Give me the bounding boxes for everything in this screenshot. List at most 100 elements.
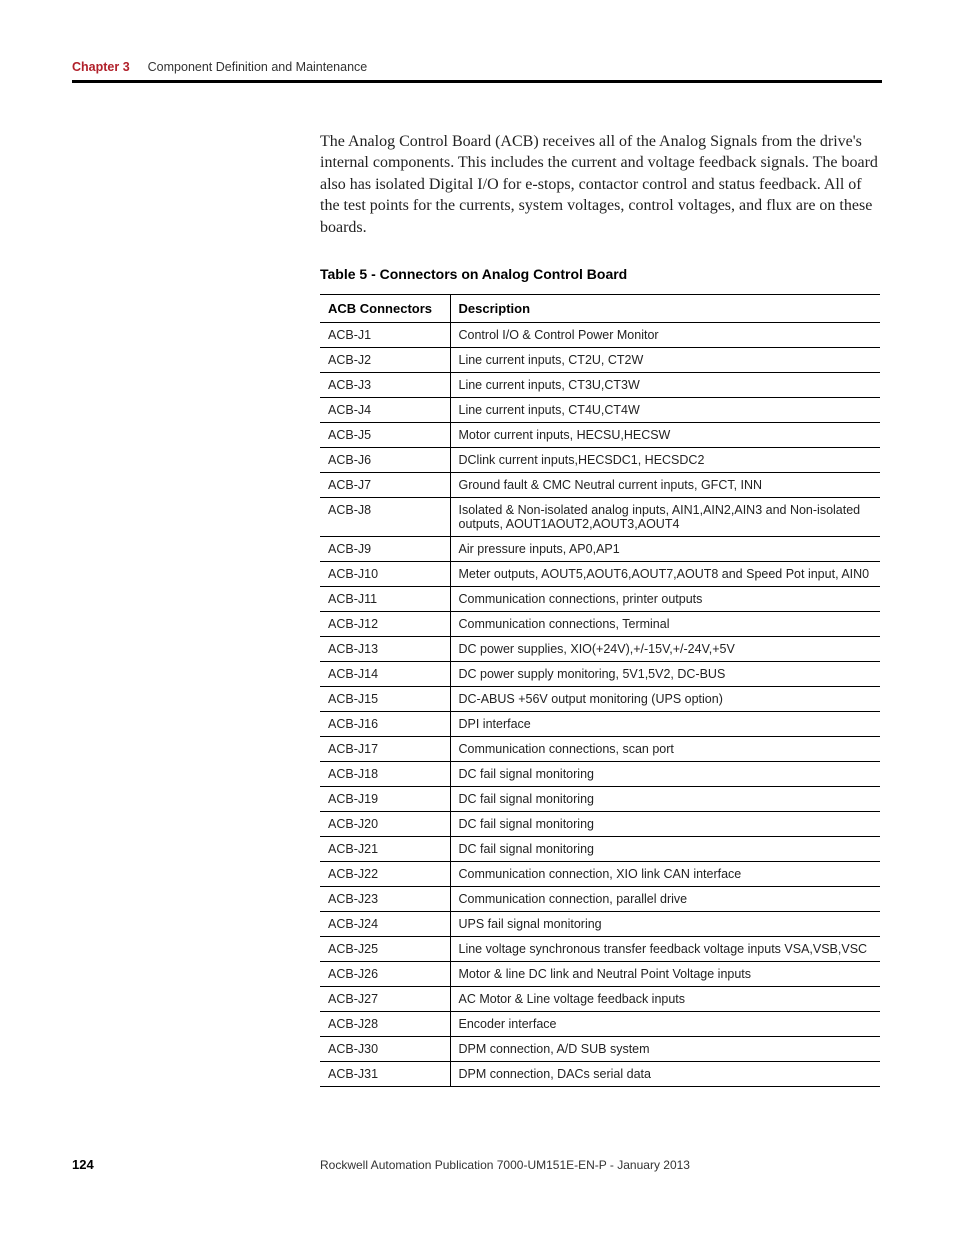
table-row: ACB-J12Communication connections, Termin… — [320, 612, 880, 637]
table-row: ACB-J9Air pressure inputs, AP0,AP1 — [320, 537, 880, 562]
table-row: ACB-J4Line current inputs, CT4U,CT4W — [320, 398, 880, 423]
table-cell: ACB-J31 — [320, 1062, 450, 1087]
table-row: ACB-J22Communication connection, XIO lin… — [320, 862, 880, 887]
chapter-title: Component Definition and Maintenance — [148, 60, 368, 74]
table-row: ACB-J30DPM connection, A/D SUB system — [320, 1037, 880, 1062]
table-cell: ACB-J19 — [320, 787, 450, 812]
table-cell: Isolated & Non-isolated analog inputs, A… — [450, 498, 880, 537]
table-row: ACB-J2Line current inputs, CT2U, CT2W — [320, 348, 880, 373]
table-cell: ACB-J17 — [320, 737, 450, 762]
table-cell: DC power supply monitoring, 5V1,5V2, DC-… — [450, 662, 880, 687]
table-cell: ACB-J9 — [320, 537, 450, 562]
table-cell: ACB-J3 — [320, 373, 450, 398]
table-cell: ACB-J4 — [320, 398, 450, 423]
table-header-cell: ACB Connectors — [320, 295, 450, 323]
table-row: ACB-J25Line voltage synchronous transfer… — [320, 937, 880, 962]
table-cell: ACB-J8 — [320, 498, 450, 537]
table-row: ACB-J19DC fail signal monitoring — [320, 787, 880, 812]
table-row: ACB-J3Line current inputs, CT3U,CT3W — [320, 373, 880, 398]
table-cell: ACB-J30 — [320, 1037, 450, 1062]
table-cell: Control I/O & Control Power Monitor — [450, 323, 880, 348]
table-header-row: ACB Connectors Description — [320, 295, 880, 323]
table-cell: ACB-J21 — [320, 837, 450, 862]
table-cell: Communication connections, printer outpu… — [450, 587, 880, 612]
table-cell: DC fail signal monitoring — [450, 837, 880, 862]
table-cell: UPS fail signal monitoring — [450, 912, 880, 937]
table-row: ACB-J14DC power supply monitoring, 5V1,5… — [320, 662, 880, 687]
table-cell: Line current inputs, CT3U,CT3W — [450, 373, 880, 398]
table-cell: ACB-J1 — [320, 323, 450, 348]
table-cell: Communication connections, Terminal — [450, 612, 880, 637]
table-caption: Table 5 - Connectors on Analog Control B… — [320, 266, 882, 282]
table-row: ACB-J20DC fail signal monitoring — [320, 812, 880, 837]
page: Chapter 3 Component Definition and Maint… — [0, 0, 954, 1212]
connectors-table: ACB Connectors Description ACB-J1Control… — [320, 294, 880, 1087]
table-row: ACB-J24UPS fail signal monitoring — [320, 912, 880, 937]
table-row: ACB-J5Motor current inputs, HECSU,HECSW — [320, 423, 880, 448]
table-cell: ACB-J20 — [320, 812, 450, 837]
table-cell: ACB-J13 — [320, 637, 450, 662]
page-header: Chapter 3 Component Definition and Maint… — [72, 60, 882, 74]
chapter-label: Chapter 3 — [72, 60, 130, 74]
table-cell: ACB-J28 — [320, 1012, 450, 1037]
table-cell: DPM connection, A/D SUB system — [450, 1037, 880, 1062]
table-cell: ACB-J22 — [320, 862, 450, 887]
table-cell: ACB-J27 — [320, 987, 450, 1012]
table-row: ACB-J31DPM connection, DACs serial data — [320, 1062, 880, 1087]
table-cell: Ground fault & CMC Neutral current input… — [450, 473, 880, 498]
table-cell: Line current inputs, CT4U,CT4W — [450, 398, 880, 423]
table-cell: ACB-J18 — [320, 762, 450, 787]
table-row: ACB-J26Motor & line DC link and Neutral … — [320, 962, 880, 987]
table-cell: ACB-J14 — [320, 662, 450, 687]
table-cell: Communication connections, scan port — [450, 737, 880, 762]
table-cell: Communication connection, parallel drive — [450, 887, 880, 912]
table-cell: Line current inputs, CT2U, CT2W — [450, 348, 880, 373]
table-row: ACB-J1Control I/O & Control Power Monito… — [320, 323, 880, 348]
table-row: ACB-J6DClink current inputs,HECSDC1, HEC… — [320, 448, 880, 473]
table-row: ACB-J16DPI interface — [320, 712, 880, 737]
table-cell: ACB-J2 — [320, 348, 450, 373]
table-cell: Motor current inputs, HECSU,HECSW — [450, 423, 880, 448]
table-row: ACB-J15DC-ABUS +56V output monitoring (U… — [320, 687, 880, 712]
table-cell: DC-ABUS +56V output monitoring (UPS opti… — [450, 687, 880, 712]
table-row: ACB-J27AC Motor & Line voltage feedback … — [320, 987, 880, 1012]
table-row: ACB-J17Communication connections, scan p… — [320, 737, 880, 762]
table-cell: DC fail signal monitoring — [450, 812, 880, 837]
table-cell: ACB-J23 — [320, 887, 450, 912]
table-cell: DC fail signal monitoring — [450, 762, 880, 787]
table-row: ACB-J18DC fail signal monitoring — [320, 762, 880, 787]
table-cell: Meter outputs, AOUT5,AOUT6,AOUT7,AOUT8 a… — [450, 562, 880, 587]
table-cell: ACB-J6 — [320, 448, 450, 473]
table-row: ACB-J11Communication connections, printe… — [320, 587, 880, 612]
table-row: ACB-J21DC fail signal monitoring — [320, 837, 880, 862]
table-row: ACB-J7Ground fault & CMC Neutral current… — [320, 473, 880, 498]
table-cell: Encoder interface — [450, 1012, 880, 1037]
table-cell: ACB-J24 — [320, 912, 450, 937]
publication-info: Rockwell Automation Publication 7000-UM1… — [320, 1158, 690, 1172]
table-cell: Communication connection, XIO link CAN i… — [450, 862, 880, 887]
table-header-cell: Description — [450, 295, 880, 323]
header-rule — [72, 80, 882, 83]
table-cell: ACB-J7 — [320, 473, 450, 498]
table-cell: ACB-J25 — [320, 937, 450, 962]
table-row: ACB-J13DC power supplies, XIO(+24V),+/-1… — [320, 637, 880, 662]
page-footer: 124 Rockwell Automation Publication 7000… — [72, 1157, 882, 1172]
table-cell: DClink current inputs,HECSDC1, HECSDC2 — [450, 448, 880, 473]
table-cell: DPI interface — [450, 712, 880, 737]
table-row: ACB-J28Encoder interface — [320, 1012, 880, 1037]
table-cell: ACB-J10 — [320, 562, 450, 587]
table-row: ACB-J10Meter outputs, AOUT5,AOUT6,AOUT7,… — [320, 562, 880, 587]
table-cell: DC fail signal monitoring — [450, 787, 880, 812]
table-cell: ACB-J15 — [320, 687, 450, 712]
body-paragraph: The Analog Control Board (ACB) receives … — [320, 131, 882, 239]
page-number: 124 — [72, 1157, 320, 1172]
table-cell: DPM connection, DACs serial data — [450, 1062, 880, 1087]
table-cell: Motor & line DC link and Neutral Point V… — [450, 962, 880, 987]
table-row: ACB-J23Communication connection, paralle… — [320, 887, 880, 912]
table-cell: ACB-J12 — [320, 612, 450, 637]
table-cell: Line voltage synchronous transfer feedba… — [450, 937, 880, 962]
table-row: ACB-J8Isolated & Non-isolated analog inp… — [320, 498, 880, 537]
table-cell: AC Motor & Line voltage feedback inputs — [450, 987, 880, 1012]
table-cell: Air pressure inputs, AP0,AP1 — [450, 537, 880, 562]
table-cell: ACB-J5 — [320, 423, 450, 448]
